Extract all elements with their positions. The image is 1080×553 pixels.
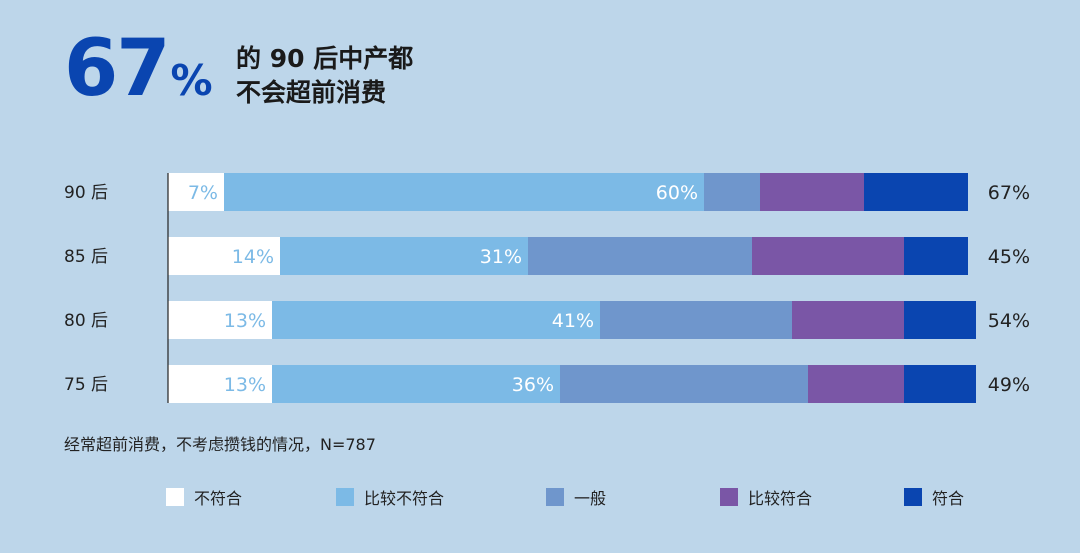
bar-segment [560,365,808,403]
headline-percent: 67% [64,30,213,108]
category-label: 85 后 [64,247,108,267]
data-label: 60% [656,182,698,204]
bar-segment [280,237,528,275]
bar-segment [792,301,904,339]
total-label: 45% [988,246,1030,268]
total-label: 49% [988,374,1030,396]
legend-label: 符合 [932,489,965,508]
data-label: 13% [224,374,266,396]
bar-segment [752,237,904,275]
bar-segment [528,237,752,275]
category-label: 75 后 [64,375,108,395]
total-label: 67% [988,182,1030,204]
legend-item: 比较符合 [720,485,812,509]
legend-swatch [546,488,564,506]
bar-segment [600,301,792,339]
data-label: 41% [552,310,594,332]
category-label: 80 后 [64,311,108,331]
category-label: 90 后 [64,183,108,203]
chart-legend: 不符合 比较不符合 一般 比较符合 符合 [0,485,1080,509]
bar-segment [272,365,560,403]
bar-segment [760,173,864,211]
chart-note: 经常超前消费，不考虑攒钱的情况，N=787 [64,435,376,454]
headline-line-1: 的 90 后中产都 [236,44,414,73]
headline-percent-unit: % [170,56,213,105]
headline-line-2: 不会超前消费 [236,78,387,107]
data-label: 31% [480,246,522,268]
legend-label: 比较符合 [748,489,813,508]
legend-label: 一般 [574,489,607,508]
legend-swatch [904,488,922,506]
legend-label: 不符合 [194,489,243,508]
data-label: 13% [224,310,266,332]
bar-segment [904,237,968,275]
legend-swatch [166,488,184,506]
legend-label: 比较不符合 [364,489,445,508]
bar-segment [704,173,760,211]
legend-item: 不符合 [166,485,242,509]
legend-item: 一般 [546,485,606,509]
legend-swatch [336,488,354,506]
legend-item: 符合 [904,485,964,509]
bar-segment [168,237,280,275]
headline-percent-number: 67 [64,24,171,114]
headline-text: 的 90 后中产都 不会超前消费 [236,42,413,110]
bar-segment [904,365,976,403]
bar-segment [168,173,224,211]
legend-swatch [720,488,738,506]
data-label: 36% [512,374,554,396]
bar-segment [168,365,272,403]
data-label: 7% [188,182,218,204]
bar-segment [904,301,976,339]
bar-segment [808,365,904,403]
bar-segment [168,301,272,339]
bar-segment [224,173,704,211]
data-label: 14% [232,246,274,268]
bar-segment [864,173,968,211]
legend-item: 比较不符合 [336,485,444,509]
bar-segment [272,301,600,339]
total-label: 54% [988,310,1030,332]
